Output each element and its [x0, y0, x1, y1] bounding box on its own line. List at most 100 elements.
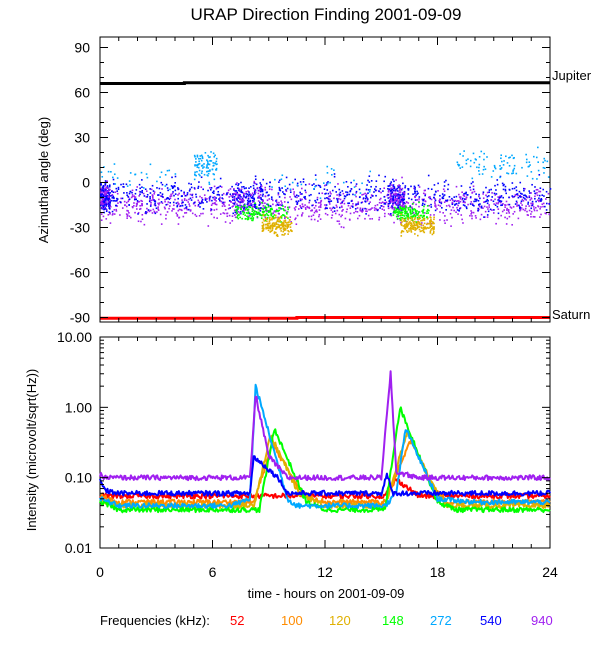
- azimuth-point: [465, 162, 468, 165]
- azimuth-point: [418, 200, 420, 203]
- azimuth-point: [105, 190, 108, 193]
- azimuth-point: [510, 207, 513, 209]
- azimuth-point: [219, 213, 222, 215]
- azimuth-point: [405, 201, 408, 204]
- azimuth-point: [335, 191, 338, 193]
- azimuth-point: [104, 183, 107, 186]
- azimuth-point: [209, 169, 211, 171]
- azimuth-point: [273, 210, 276, 212]
- azimuth-point: [404, 219, 406, 221]
- azimuth-point: [107, 213, 110, 216]
- azimuth-point: [404, 217, 407, 220]
- azimuth-point: [213, 190, 215, 192]
- azimuth-point: [251, 199, 254, 202]
- azimuth-point: [409, 205, 411, 208]
- azimuth-point: [478, 205, 481, 208]
- azimuth-point: [160, 201, 163, 203]
- azimuth-point: [256, 186, 259, 189]
- azimuth-point: [274, 214, 277, 217]
- azimuth-point: [392, 214, 395, 216]
- azimuth-point: [532, 215, 535, 218]
- azimuth-point: [458, 193, 460, 196]
- azimuth-point: [185, 211, 188, 214]
- azimuth-point: [280, 215, 283, 217]
- azimuth-point: [403, 196, 405, 198]
- azimuth-point: [146, 203, 148, 205]
- azimuth-point: [161, 183, 164, 186]
- azimuth-point: [171, 187, 174, 189]
- azimuth-point: [139, 207, 142, 210]
- azimuth-point: [194, 174, 196, 176]
- azimuth-point: [331, 214, 334, 217]
- azimuth-point: [513, 195, 515, 198]
- azimuth-point: [548, 203, 551, 205]
- azimuth-point: [539, 190, 542, 193]
- azimuth-point: [215, 208, 218, 211]
- azimuth-point: [259, 201, 261, 204]
- azimuth-point: [412, 202, 414, 205]
- azimuth-point: [293, 195, 296, 197]
- azimuth-point: [255, 211, 258, 213]
- azimuth-point: [166, 169, 169, 172]
- azimuth-point: [451, 199, 454, 201]
- azimuth-point: [509, 206, 512, 208]
- azimuth-point: [304, 207, 307, 209]
- azimuth-point: [263, 214, 266, 217]
- azimuth-point: [269, 225, 271, 228]
- azimuth-point: [487, 195, 490, 197]
- azimuth-point: [174, 193, 177, 195]
- azimuth-point: [471, 177, 474, 180]
- azimuth-point: [105, 201, 107, 203]
- azimuth-point: [110, 170, 112, 173]
- azimuth-point: [440, 201, 443, 204]
- azimuth-point: [125, 205, 128, 208]
- azimuth-point: [482, 197, 485, 200]
- azimuth-point: [275, 208, 278, 211]
- azimuth-point: [542, 188, 545, 191]
- azimuth-point: [501, 182, 504, 185]
- azimuth-point: [262, 193, 264, 196]
- azimuth-point: [201, 199, 203, 202]
- azimuth-point: [333, 175, 336, 178]
- azimuth-point: [239, 201, 242, 203]
- azimuth-point: [429, 221, 432, 224]
- azimuth-point: [353, 211, 355, 214]
- azimuth-point: [484, 210, 487, 213]
- azimuth-point: [232, 212, 235, 215]
- azimuth-point: [489, 208, 492, 211]
- azimuth-point: [390, 197, 392, 200]
- azimuth-point: [327, 198, 330, 200]
- azimuth-point: [311, 204, 313, 207]
- azimuth-point: [397, 201, 399, 204]
- azimuth-point: [545, 198, 547, 200]
- azimuth-point: [334, 185, 336, 188]
- azimuth-point: [425, 223, 428, 226]
- azimuth-point: [211, 202, 214, 205]
- azimuth-point: [258, 207, 260, 210]
- azimuth-point: [236, 216, 239, 218]
- azimuth-point: [272, 212, 275, 214]
- azimuth-point: [261, 199, 264, 201]
- azimuth-point: [364, 200, 367, 203]
- azimuth-point: [391, 205, 393, 207]
- azimuth-point: [350, 181, 352, 184]
- azimuth-point: [232, 205, 234, 207]
- azimuth-point: [208, 163, 211, 166]
- azimuth-point: [205, 166, 208, 169]
- azimuth-point: [265, 226, 267, 229]
- azimuth-point: [248, 187, 250, 189]
- azimuth-point: [396, 190, 399, 192]
- azimuth-point: [240, 200, 243, 202]
- azimuth-point: [313, 218, 316, 221]
- azimuth-tick-label: 0: [82, 175, 90, 191]
- azimuth-point: [208, 198, 211, 200]
- azimuth-point: [318, 192, 321, 195]
- azimuth-point: [282, 230, 285, 233]
- azimuth-point: [318, 209, 321, 211]
- azimuth-point: [325, 192, 327, 195]
- azimuth-point: [108, 188, 110, 191]
- azimuth-point: [338, 223, 341, 225]
- azimuth-point: [270, 196, 273, 198]
- azimuth-point: [102, 190, 105, 192]
- azimuth-point: [532, 206, 535, 208]
